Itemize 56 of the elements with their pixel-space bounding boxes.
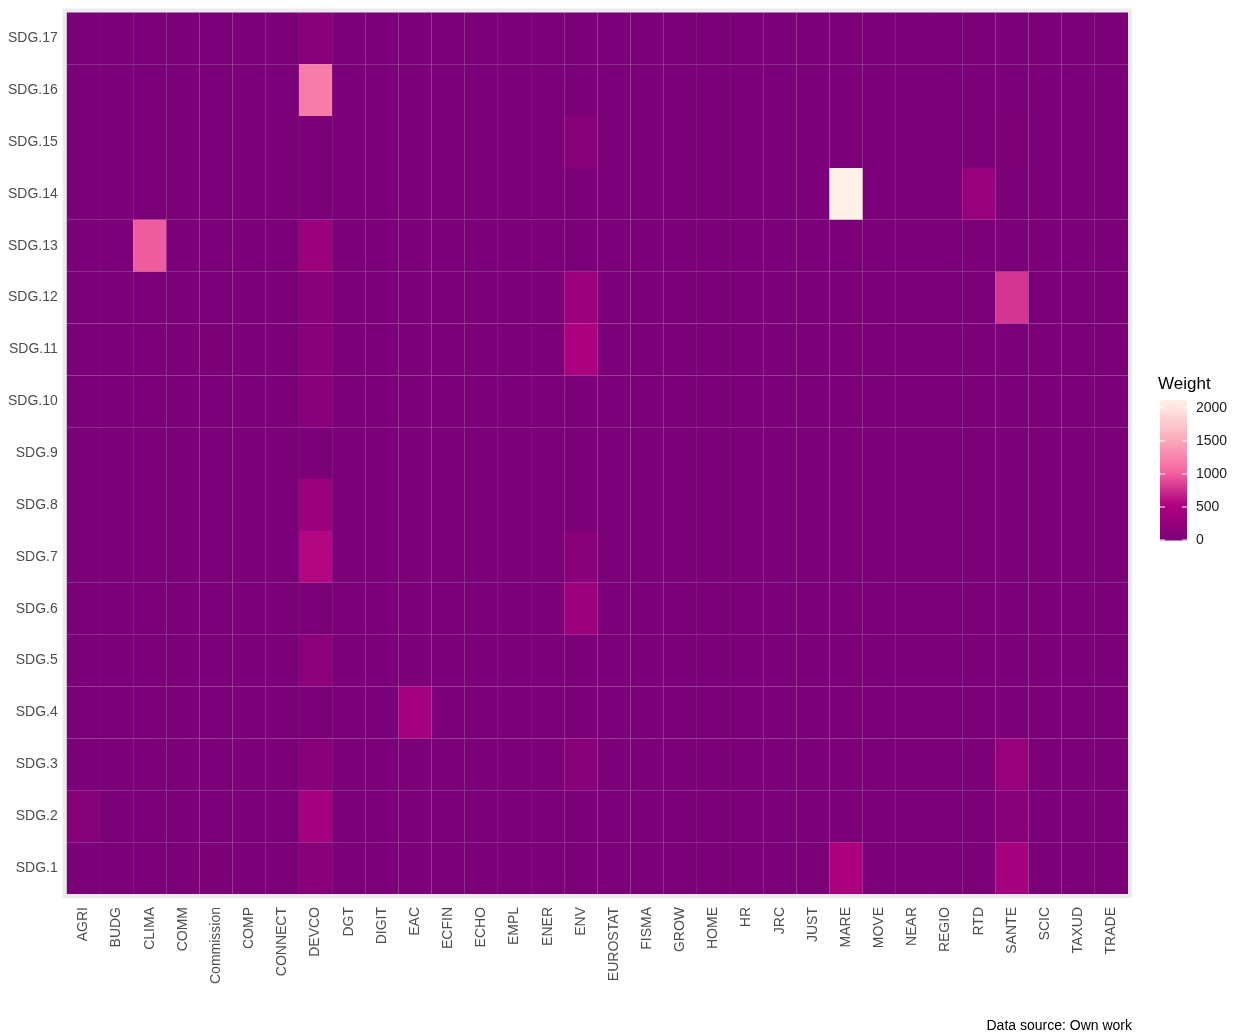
x-tick-label: SANTE: [1002, 906, 1019, 954]
x-tick-label: DEVCO: [306, 906, 323, 957]
x-tick-label: RTD: [969, 906, 986, 936]
y-tick-label: SDG.16: [7, 81, 58, 98]
x-tick-label: MARE: [836, 906, 853, 948]
x-tick-label: TAXUD: [1069, 906, 1086, 954]
x-tick-label: SCIC: [1035, 906, 1052, 941]
x-tick-label: NEAR: [903, 906, 920, 946]
x-tick-label: ECFIN: [439, 906, 456, 949]
color-bar-label: 1000: [1196, 464, 1228, 481]
x-tick-label: ENV: [571, 906, 588, 936]
x-tick-label: DIGIT: [372, 906, 389, 945]
y-tick-label: SDG.17: [7, 29, 58, 46]
color-bar-label: 2000: [1196, 398, 1228, 415]
color-bar-label: 0: [1196, 530, 1204, 547]
color-bar-label: 500: [1196, 497, 1220, 514]
x-tick-label: MOVE: [870, 906, 887, 949]
y-tick-label: SDG.11: [9, 340, 59, 357]
x-tick-label: COMM: [173, 906, 190, 952]
y-tick-label: SDG.12: [7, 288, 58, 305]
x-tick-label: JUST: [803, 906, 820, 942]
y-tick-label: SDG.2: [15, 807, 59, 824]
color-bar-title: Weight: [1158, 374, 1211, 393]
x-tick-label: CLIMA: [140, 906, 157, 950]
x-tick-label: TRADE: [1102, 906, 1119, 955]
y-tick-label: SDG.6: [15, 599, 59, 616]
color-bar-label: 1500: [1196, 431, 1228, 448]
y-tick-label: SDG.1: [15, 858, 59, 875]
y-tick-label: SDG.10: [7, 392, 58, 409]
x-tick-label: CONNECT: [273, 906, 290, 977]
x-tick-label: GROW: [671, 906, 688, 953]
x-tick-label: EUROSTAT: [604, 906, 621, 982]
y-tick-label: SDG.14: [7, 184, 58, 201]
x-tick-label: REGIO: [936, 906, 953, 953]
source-note: Data source: Own work: [986, 1017, 1133, 1033]
x-tick-label: FISMA: [638, 906, 654, 950]
y-tick-label: SDG.7: [15, 547, 59, 564]
x-tick-label: HOME: [704, 906, 721, 949]
x-tick-label: ENER: [538, 906, 555, 946]
x-tick-label: JRC: [770, 906, 787, 935]
y-tick-label: SDG.4: [15, 703, 59, 720]
x-tick-label: EMPL: [505, 906, 522, 946]
x-tick-label: HR: [737, 906, 754, 928]
x-tick-label: DGT: [339, 906, 356, 937]
y-tick-label: SDG.9: [15, 444, 59, 461]
y-tick-label: SDG.8: [15, 495, 59, 512]
y-tick-label: SDG.3: [15, 755, 59, 772]
x-tick-label: EAC: [405, 906, 422, 936]
x-tick-label: COMP: [240, 906, 257, 949]
y-tick-label: SDG.15: [7, 132, 58, 149]
x-tick-label: AGRI: [74, 906, 91, 942]
x-tick-label: Commission: [206, 906, 223, 984]
y-tick-label: SDG.13: [7, 236, 58, 253]
y-tick-label: SDG.5: [15, 651, 59, 668]
x-tick-label: ECHO: [472, 906, 489, 948]
x-tick-label: BUDG: [107, 906, 124, 948]
